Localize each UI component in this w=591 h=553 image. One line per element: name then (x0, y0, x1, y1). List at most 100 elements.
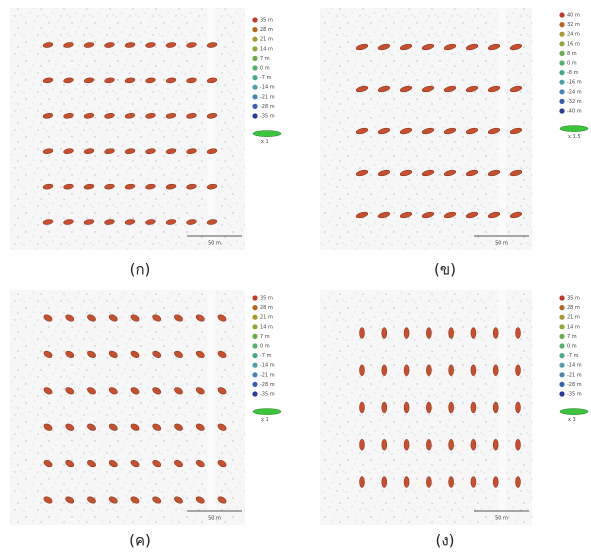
legend-label: 35 m (260, 18, 273, 24)
legend-swatch (559, 382, 564, 387)
scale-ellipse (253, 131, 281, 137)
legend-swatch (559, 108, 564, 113)
legend-swatch (559, 41, 564, 46)
legend-swatch (559, 12, 564, 17)
legend-swatch (559, 51, 564, 56)
error-ellipse (516, 439, 521, 450)
scale-bar-label: 50 m (208, 516, 221, 522)
legend-swatch (559, 315, 564, 320)
legend-label: 8 m (567, 51, 577, 57)
error-ellipse (404, 477, 409, 488)
legend-swatch (559, 353, 564, 358)
legend-swatch (252, 363, 257, 368)
legend-label: 21 m (260, 37, 273, 43)
legend-label: -24 m (567, 89, 582, 95)
error-ellipse (449, 439, 454, 450)
legend-label: 0 m (260, 344, 270, 350)
legend-swatch (559, 305, 564, 310)
error-ellipse (471, 439, 476, 450)
ellipse-scale-label: x 3 (568, 417, 576, 423)
legend-label: 7 m (567, 334, 577, 340)
error-ellipse (493, 402, 498, 413)
legend-label: -28 m (260, 104, 275, 110)
legend-swatch (559, 372, 564, 377)
panel: 50 m40 m32 m24 m16 m8 m0 m-8 m-16 m-24 m… (320, 8, 588, 279)
legend-swatch (252, 305, 257, 310)
scale-bar-label: 50 m (495, 241, 508, 247)
legend-swatch (559, 32, 564, 37)
legend-swatch (559, 70, 564, 75)
legend-label: -16 m (567, 80, 582, 86)
legend-label: 40 m (567, 13, 580, 19)
error-ellipse (516, 328, 521, 339)
legend-swatch (252, 65, 257, 70)
legend-label: 35 m (260, 296, 273, 302)
legend-swatch (252, 37, 257, 42)
legend-swatch (252, 94, 257, 99)
legend-label: -14 m (567, 363, 582, 369)
legend-label: -21 m (567, 372, 582, 378)
error-ellipse (426, 328, 431, 339)
legend-swatch (252, 334, 257, 339)
scale-ellipse (560, 409, 588, 415)
legend-label: 14 m (260, 324, 273, 330)
error-ellipse (360, 328, 365, 339)
error-ellipse (449, 477, 454, 488)
error-ellipse (516, 365, 521, 376)
legend-swatch (559, 363, 564, 368)
error-ellipse (493, 477, 498, 488)
legend-swatch (559, 334, 564, 339)
legend-swatch (252, 104, 257, 109)
error-ellipse (404, 365, 409, 376)
legend-label: 32 m (567, 22, 580, 28)
legend-label: -21 m (260, 94, 275, 100)
error-ellipse (426, 477, 431, 488)
error-ellipse (426, 402, 431, 413)
legend-label: 28 m (567, 305, 580, 311)
legend-label: 21 m (260, 315, 273, 321)
scale-bar-label: 50 m (495, 516, 508, 522)
error-ellipse (382, 328, 387, 339)
legend-label: -21 m (260, 372, 275, 378)
legend-swatch (559, 391, 564, 396)
legend-swatch (252, 295, 257, 300)
legend-label: -32 m (567, 99, 582, 105)
legend-label: -14 m (260, 363, 275, 369)
error-ellipse (426, 439, 431, 450)
error-ellipse (360, 402, 365, 413)
legend-label: 28 m (260, 27, 273, 33)
legend-label: 14 m (260, 46, 273, 52)
legend-label: -35 m (260, 392, 275, 398)
panel: 50 m35 m28 m21 m14 m7 m0 m-7 m-14 m-21 m… (10, 8, 281, 279)
error-ellipse (382, 477, 387, 488)
legend-swatch (252, 56, 257, 61)
legend-label: -7 m (260, 75, 272, 81)
legend-label: -8 m (567, 70, 579, 76)
ellipse-scale-label: x 1 (261, 417, 269, 423)
legend-label: -28 m (567, 382, 582, 388)
legend-label: -28 m (260, 382, 275, 388)
legend-swatch (252, 324, 257, 329)
legend-label: -40 m (567, 109, 582, 115)
legend-swatch (252, 85, 257, 90)
legend-swatch (559, 22, 564, 27)
error-ellipse (360, 365, 365, 376)
error-ellipse (471, 477, 476, 488)
legend-swatch (252, 372, 257, 377)
panel-caption: (ข) (434, 261, 456, 279)
legend-label: 7 m (260, 56, 270, 62)
scale-ellipse (253, 409, 281, 415)
legend-label: -35 m (567, 392, 582, 398)
legend-label: 7 m (260, 334, 270, 340)
legend-label: -7 m (567, 353, 579, 359)
error-ellipse (516, 402, 521, 413)
legend-swatch (559, 89, 564, 94)
legend-swatch (252, 46, 257, 51)
legend-swatch (252, 391, 257, 396)
legend-swatch (252, 315, 257, 320)
panel: 50 m35 m28 m21 m14 m7 m0 m-7 m-14 m-21 m… (320, 290, 588, 550)
road (498, 290, 506, 525)
panel-caption: (ค) (129, 532, 151, 550)
error-ellipse (493, 439, 498, 450)
scale-ellipse (560, 126, 588, 132)
